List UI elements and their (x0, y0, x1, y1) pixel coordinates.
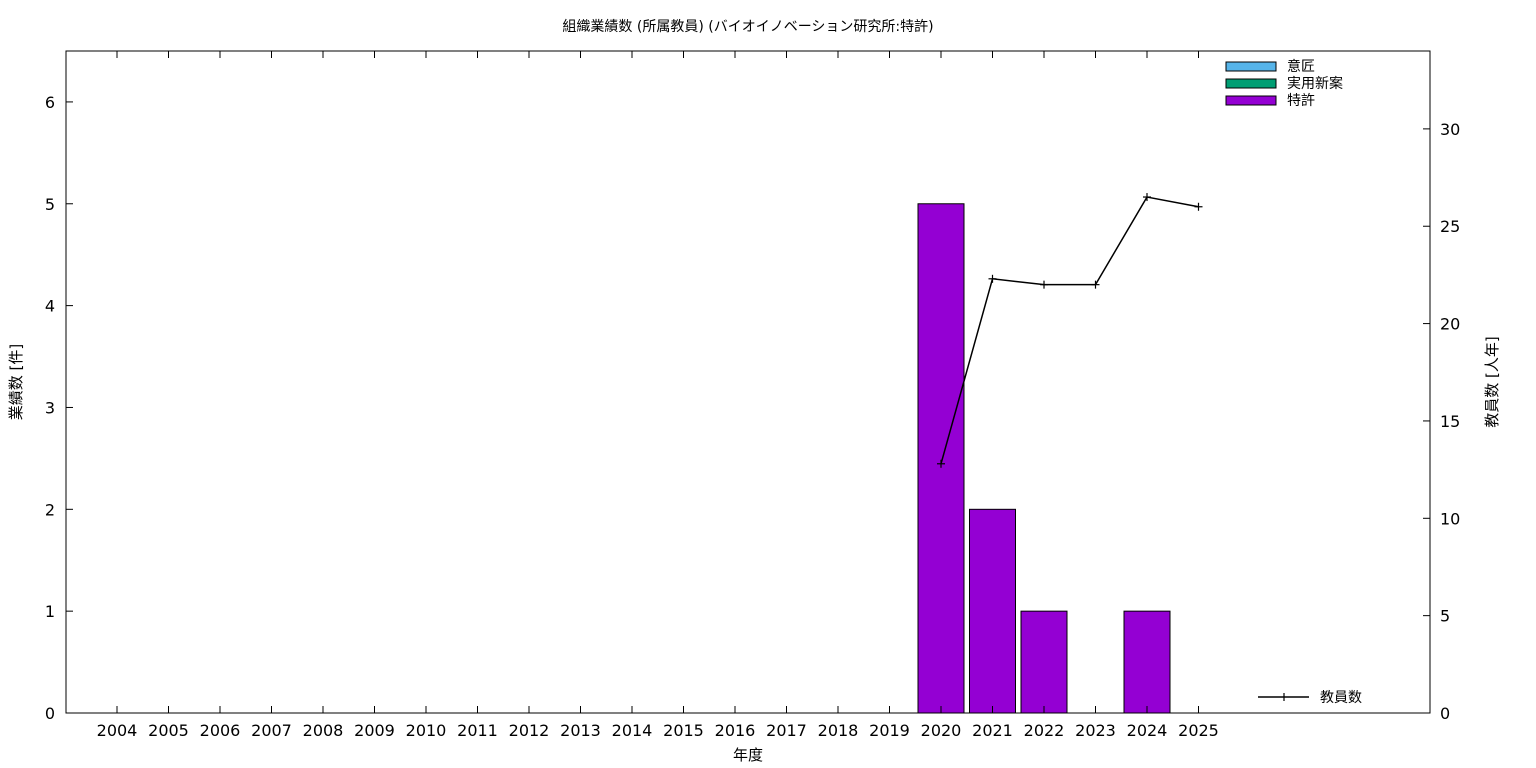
line-layer (937, 193, 1203, 468)
bar (1123, 610, 1171, 714)
plot-frame (65, 50, 1431, 714)
x-tick-label: 2024 (1127, 721, 1168, 740)
x-tick-label: 2004 (97, 721, 138, 740)
legend-label: 特許 (1287, 93, 1315, 109)
x-tick-label: 2012 (509, 721, 550, 740)
bar (969, 508, 1016, 714)
bar-layer (917, 203, 1171, 714)
x-tick-label: 2013 (560, 721, 601, 740)
legend-label: 実用新案 (1287, 75, 1343, 92)
y-tick-label: 2 (45, 500, 55, 519)
legend-label: 教員数 (1320, 690, 1362, 706)
y-tick-label: 6 (45, 93, 55, 112)
y2-axis-label: 教員数 [人年] (1483, 336, 1501, 427)
x-tick-label: 2009 (354, 721, 395, 740)
bar (1020, 610, 1068, 714)
series-line (940, 196, 1199, 464)
y-tick-label: 5 (45, 195, 55, 214)
line-point (1040, 280, 1048, 289)
legend-label: 意匠 (1287, 58, 1315, 75)
y-tick-label: 3 (45, 398, 55, 417)
x-tick-label: 2015 (663, 721, 704, 740)
x-tick-label: 2016 (715, 721, 756, 740)
x-tick-label: 2020 (921, 721, 962, 740)
y2-tick-label: 15 (1440, 412, 1460, 431)
line-point (937, 459, 945, 468)
y-tick-label: 1 (45, 602, 55, 621)
line-point (988, 274, 997, 283)
x-tick-label: 2005 (148, 721, 189, 740)
x-tick-label: 2025 (1178, 721, 1219, 740)
legend-swatch (1225, 78, 1277, 89)
legend-swatch (1225, 95, 1277, 106)
y2-tick-label: 20 (1440, 315, 1460, 334)
x-tick-label: 2018 (818, 721, 859, 740)
tick-layer: 2004 2005 2006 2007 2008 2009 2010 2011 2012 2013… (45, 51, 1460, 740)
legend-swatch (1225, 61, 1277, 72)
line-point (1194, 202, 1203, 211)
y2-tick-label: 25 (1440, 217, 1460, 236)
chart-title: 組織業績数 (所属教員) (バイオイノベーション研究所:特許) (562, 19, 933, 35)
y2-tick-label: 10 (1440, 509, 1460, 528)
bar (917, 203, 965, 714)
y-axis-label: 業績数 [件] (7, 344, 25, 420)
x-tick-label: 2010 (406, 721, 447, 740)
x-tick-label: 2007 (251, 721, 292, 740)
x-tick-label: 2014 (612, 721, 653, 740)
x-tick-label: 2006 (200, 721, 241, 740)
line-point (1143, 193, 1151, 202)
y2-tick-label: 30 (1440, 120, 1460, 139)
y2-tick-label: 5 (1440, 607, 1450, 626)
x-tick-label: 2019 (869, 721, 910, 740)
y-tick-label: 4 (45, 297, 55, 316)
line-point (1091, 280, 1100, 289)
x-tick-label: 2022 (1024, 721, 1065, 740)
x-tick-label: 2023 (1075, 721, 1116, 740)
y2-tick-label: 0 (1440, 704, 1450, 723)
x-tick-label: 2011 (457, 721, 498, 740)
x-tick-label: 2008 (303, 721, 344, 740)
x-tick-label: 2021 (972, 721, 1013, 740)
x-axis-label: 年度 (733, 746, 763, 764)
y-tick-label: 0 (45, 704, 55, 723)
x-tick-label: 2017 (766, 721, 807, 740)
